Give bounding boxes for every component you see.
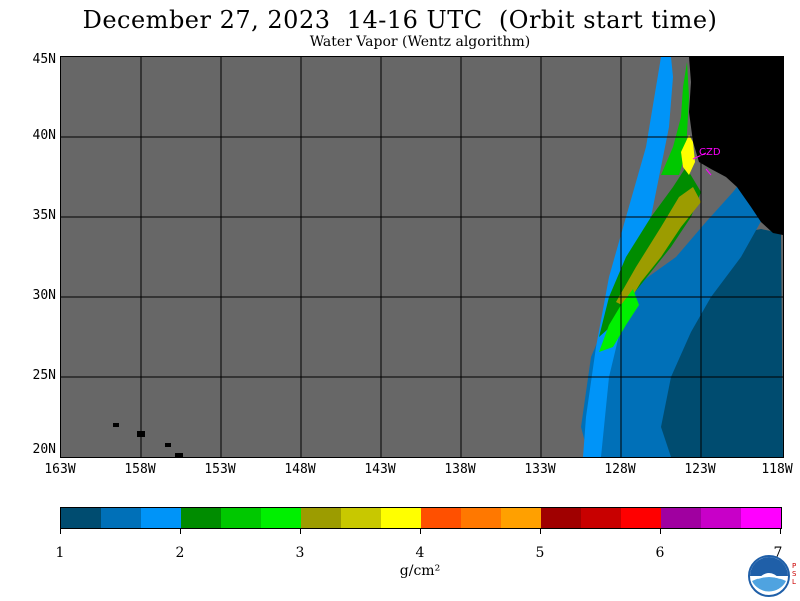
colorbar-swatch: [701, 508, 741, 528]
colorbar-swatch: [101, 508, 141, 528]
colorbar-tick-mark: [300, 528, 301, 534]
lat-label: 30N: [32, 288, 56, 303]
vapor-field-lime: [599, 289, 639, 352]
lon-label: 128W: [604, 462, 636, 477]
colorbar-tick-label: 7: [773, 545, 783, 561]
vapor-field-mid-blue: [581, 169, 769, 457]
lon-label: 123W: [684, 462, 716, 477]
colorbar-swatch: [581, 508, 621, 528]
colorbar-swatch: [461, 508, 501, 528]
colorbar-swatch: [141, 508, 181, 528]
colorbar-tick-mark: [780, 528, 781, 534]
graticule: [61, 57, 783, 457]
station-marker: [692, 152, 712, 176]
colorbar-tick-label: 1: [55, 545, 65, 561]
lon-label: 158W: [124, 462, 156, 477]
lat-label: 20N: [32, 442, 56, 457]
colorbar-swatch: [261, 508, 301, 528]
colorbar-units: g/cm²: [399, 563, 441, 579]
colorbar-tick-mark: [180, 528, 181, 534]
colorbar-tick-mark: [420, 528, 421, 534]
colorbar-swatch: [61, 508, 101, 528]
colorbar-swatch: [741, 508, 781, 528]
colorbar-tick-label: 3: [295, 545, 305, 561]
colorbar: [60, 507, 782, 529]
colorbar-swatch: [621, 508, 661, 528]
colorbar-tick-label: 4: [415, 545, 425, 561]
colorbar-swatch: [221, 508, 261, 528]
lat-label: 40N: [32, 128, 56, 143]
chart-title: December 27, 2023 14-16 UTC (Orbit start…: [82, 6, 718, 34]
lon-label: 148W: [284, 462, 316, 477]
lon-label: 143W: [364, 462, 396, 477]
colorbar-swatch: [181, 508, 221, 528]
colorbar-tick-label: 5: [535, 545, 545, 561]
lon-label: 163W: [44, 462, 76, 477]
lon-label: 133W: [524, 462, 556, 477]
chart-subtitle: Water Vapor (Wentz algorithm): [309, 34, 531, 50]
colorbar-swatch: [301, 508, 341, 528]
lat-label: 25N: [32, 368, 56, 383]
colorbar-swatch: [381, 508, 421, 528]
lat-label: 35N: [32, 208, 56, 223]
water-vapor-map: [60, 56, 784, 458]
colorbar-swatch: [661, 508, 701, 528]
station-label: CZD: [699, 147, 721, 158]
lon-label: 138W: [444, 462, 476, 477]
map-canvas: [61, 57, 783, 457]
colorbar-tick-mark: [60, 528, 61, 534]
colorbar-tick-mark: [660, 528, 661, 534]
vapor-field-bright-green: [661, 62, 689, 175]
colorbar-swatch: [341, 508, 381, 528]
colorbar-swatch: [541, 508, 581, 528]
vapor-field-yellow: [681, 135, 695, 175]
colorbar-swatch: [421, 508, 461, 528]
land-mass: [689, 57, 783, 235]
lat-label: 45N: [32, 52, 56, 67]
lon-label: 153W: [204, 462, 236, 477]
colorbar-tick-label: 6: [655, 545, 665, 561]
colorbar-swatch: [501, 508, 541, 528]
noaa-logo: [748, 555, 790, 601]
lon-label: 118W: [761, 462, 793, 477]
colorbar-tick-mark: [540, 528, 541, 534]
colorbar-tick-label: 2: [175, 545, 185, 561]
